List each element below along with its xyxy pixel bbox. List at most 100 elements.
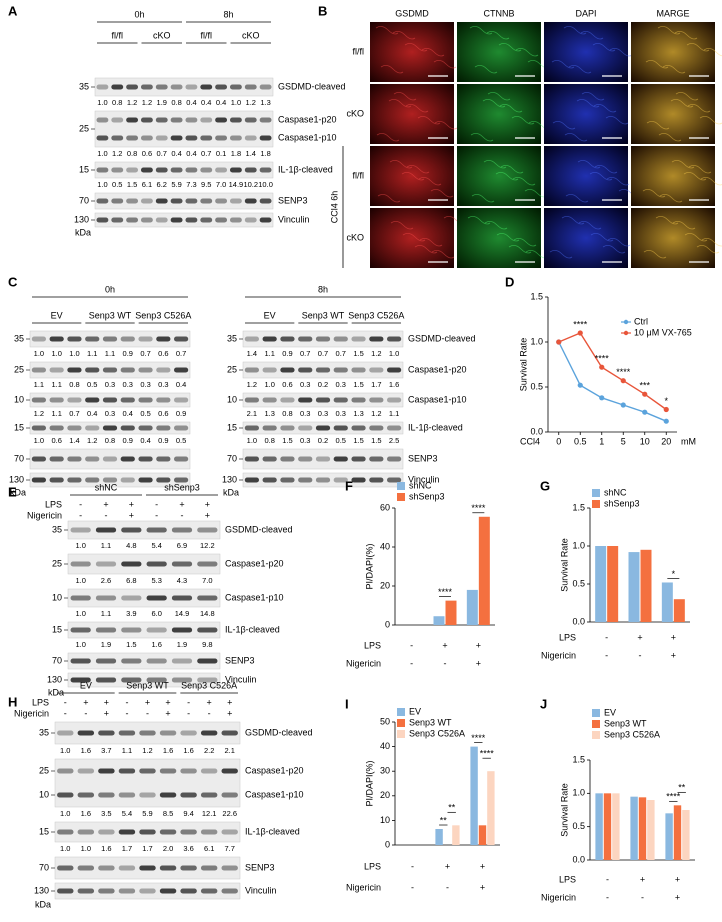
blot-band [221,865,238,871]
treatment-sign: + [227,697,232,707]
quant-value: 22.6 [222,809,237,818]
legend-label: Senp3 C526A [409,728,465,738]
blot-band [57,730,74,736]
blot-band [170,198,183,204]
significance-label: * [672,569,676,579]
treatment-sign: - [155,510,158,520]
bar [435,829,443,845]
legend-swatch [592,720,600,728]
y-tick-label: 0 [385,839,390,849]
condition-sign: + [640,874,645,884]
micrograph-texture [646,121,670,130]
micrograph-texture [508,245,532,254]
blot-band [244,425,259,431]
protein-label: GSDMD-cleaved [225,524,293,534]
treatment-sign: + [129,510,134,520]
data-point [642,391,648,397]
quant-value: 2.5 [389,436,399,445]
micrograph-texture [561,216,585,225]
blot-band [298,367,313,373]
treatment-label: LPS [32,697,49,707]
condition-sign: - [606,892,609,902]
series-line [558,332,667,411]
blot-band [369,367,384,373]
treatment-sign: - [181,510,184,520]
condition-label: LPS [364,861,381,871]
protein-label: Vinculin [408,474,439,484]
quant-value: 0.3 [300,409,310,418]
blot-band [118,768,136,774]
quant-value: 1.0 [75,576,85,585]
blot-band [215,198,228,204]
blot-band [139,829,156,835]
blot-band [244,477,259,483]
blot-band [102,456,118,462]
legend-label: Senp3 WT [604,718,647,728]
blot-band [96,198,109,204]
quant-value: 2.2 [204,746,214,755]
bar [595,793,603,860]
treatment-sign: - [79,499,82,509]
quant-value: 0.9 [123,349,133,358]
blot-band [96,135,109,141]
condition-sign: + [671,650,676,660]
quant-value: 5.9 [171,180,181,189]
blot-band [138,456,153,462]
micrograph-texture [580,31,604,40]
blot-band [229,198,242,204]
quant-value: 0.3 [105,409,115,418]
micrograph-texture [471,194,495,203]
condition-label: LPS [559,874,576,884]
blot-band [126,198,139,204]
blot-band [215,117,228,123]
quant-value: 0.8 [127,149,137,158]
data-point [556,339,562,345]
size-marker: 10 [14,394,24,404]
blot-band [67,336,82,342]
blot-band [118,792,136,798]
blot-band [156,336,171,342]
blot-band [70,527,91,533]
micrograph-texture [578,221,602,230]
blot-band [102,425,118,431]
blot-band [280,477,295,483]
blot-band [315,425,331,431]
blot-band [70,595,91,601]
blot-band [140,167,153,173]
quant-value: 14.9 [175,609,190,618]
y-tick-label: 40 [380,741,390,751]
micrograph-texture [392,31,416,40]
group-label: shNC [95,482,118,492]
panel-label: D [505,274,514,289]
blot-band [118,829,136,835]
legend-swatch [592,731,600,739]
blot-band [333,397,348,403]
blot-band [85,397,100,403]
blot-band [102,336,118,342]
micrograph [631,208,715,268]
quant-value: 3.6 [183,844,193,853]
blot-band [139,792,156,798]
blot-band [120,367,135,373]
quant-value: 0.8 [105,436,115,445]
blot-band [95,595,117,601]
micrograph-texture [495,172,519,181]
legend-label: 10 μM VX-765 [634,327,692,337]
blot-band [155,117,168,123]
quant-value: 1.7 [371,380,381,389]
quant-value: 1.5 [353,380,363,389]
blot-band [185,135,198,141]
panel-label: G [540,478,550,493]
quant-value: 1.9 [177,640,187,649]
blot-band [111,117,124,123]
blot-band [369,456,384,462]
micrograph [457,208,541,268]
blot-band [180,829,197,835]
blot-band [159,730,177,736]
quant-value: 0.4 [186,149,196,158]
column-header: DAPI [575,8,596,18]
bar [487,771,495,845]
legend-swatch [397,719,405,727]
blot-band [197,527,218,533]
treatment-label: Nigericin [14,708,49,718]
